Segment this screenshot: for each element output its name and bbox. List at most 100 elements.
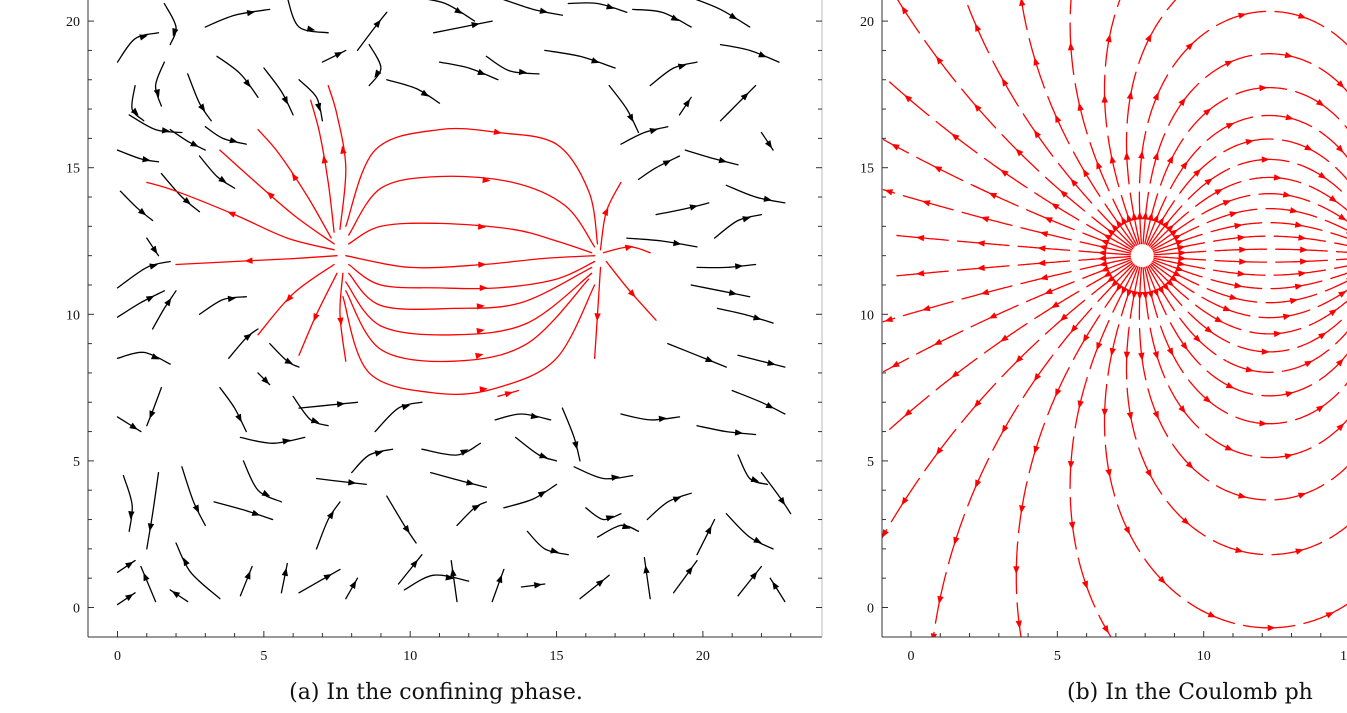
flux-streamline-arrow — [1335, 358, 1344, 367]
flux-streamline — [146, 181, 335, 251]
flux-streamline — [1335, 331, 1347, 345]
flux-streamline-arrow — [1070, 178, 1079, 187]
noise-streamline-arrow — [767, 359, 776, 366]
flux-streamline-arrow — [1111, 224, 1119, 233]
flux-streamline-arrow — [1039, 274, 1049, 281]
flux-streamline-arrow — [901, 5, 909, 15]
flux-streamline-arrow — [337, 317, 344, 326]
flux-streamline-arrow — [1126, 411, 1134, 421]
noise-streamline-arrow — [742, 216, 751, 223]
noise-streamline-arrow — [334, 51, 343, 59]
flux-streamline-arrow — [1051, 203, 1060, 211]
noise-streamline-arrow — [401, 404, 411, 411]
flux-streamline-arrow — [1115, 283, 1124, 292]
flux-streamline-arrow — [1098, 244, 1108, 251]
flux-streamline-arrow — [974, 399, 982, 408]
panel-b-y-tick-label: 15 — [860, 162, 874, 177]
flux-streamline-arrow — [930, 633, 938, 637]
flux-streamline-arrow — [1109, 155, 1116, 164]
noise-streamline — [450, 559, 458, 603]
flux-streamline-arrow — [1229, 211, 1238, 218]
noise-streamline-arrow — [778, 496, 786, 506]
flux-streamline-arrow — [1055, 114, 1062, 124]
noise-streamline — [430, 471, 487, 488]
flux-streamline-arrow — [1172, 234, 1182, 242]
noise-streamline-arrow — [336, 401, 346, 408]
noise-streamline-arrow — [227, 295, 237, 303]
flux-streamline-arrow — [1169, 229, 1178, 237]
flux-streamline-arrow — [1222, 200, 1232, 207]
noise-streamline — [716, 307, 774, 324]
flux-streamline-arrow — [1261, 156, 1270, 163]
flux-streamline-arrow — [1237, 234, 1246, 241]
noise-streamline-arrow — [149, 263, 158, 270]
noise-streamline-arrow — [130, 107, 139, 116]
panel-a-y-tick-label: 5 — [73, 455, 80, 470]
flux-streamline-arrow — [980, 216, 990, 223]
flux-streamline-arrow — [1298, 270, 1307, 277]
flux-streamline-arrow — [1115, 219, 1124, 229]
flux-streamline-arrow — [624, 244, 634, 251]
noise-streamline-arrow — [243, 333, 252, 341]
flux-streamline-arrow — [1147, 212, 1154, 221]
flux-streamline-arrow — [1141, 211, 1149, 220]
noise-streamline — [116, 592, 136, 606]
noise-streamline-arrow — [689, 204, 698, 211]
flux-streamline-arrow — [1106, 275, 1116, 283]
noise-streamline-arrow — [243, 79, 251, 88]
noise-streamline — [187, 73, 212, 122]
flux-streamline-arrow — [1214, 315, 1223, 323]
flux-streamline-arrow — [1082, 334, 1090, 343]
flux-streamline — [1335, 258, 1347, 261]
flux-streamline-arrow — [1157, 216, 1165, 226]
noise-streamline — [298, 568, 341, 594]
noise-streamline — [491, 568, 505, 603]
flux-streamline — [348, 175, 596, 248]
flux-streamline-arrow — [1044, 287, 1053, 295]
noise-streamline — [737, 354, 786, 368]
panel-b-x-tick-label: 10 — [1197, 649, 1211, 664]
noise-streamline-arrow — [139, 34, 148, 41]
flux-streamline — [1295, 391, 1340, 421]
flux-streamline-arrow — [1318, 171, 1327, 179]
noise-streamline — [637, 155, 681, 181]
flux-streamline-arrow — [1147, 290, 1154, 299]
flux-streamline-arrow — [1282, 313, 1292, 320]
panel-a-y-tick-label: 20 — [66, 15, 80, 30]
flux-streamline-arrow — [1067, 460, 1075, 470]
flux-streamline — [1281, 139, 1330, 163]
noise-streamline — [620, 126, 669, 145]
flux-streamline-arrow — [1289, 297, 1299, 305]
noise-streamline — [696, 425, 757, 436]
panel-a-caption: (a) In the confining phase. — [289, 680, 583, 705]
flux-streamline-arrow — [285, 294, 294, 303]
flux-streamline — [1188, 97, 1229, 132]
noise-streamline-arrow — [518, 68, 528, 76]
flux-streamline-arrow — [1237, 270, 1246, 277]
noise-streamline-arrow — [171, 590, 181, 599]
flux-streamline — [1335, 250, 1347, 253]
flux-streamline — [348, 260, 596, 290]
flux-streamline — [1330, 232, 1347, 239]
flux-streamline — [1324, 280, 1347, 292]
flux-streamline-arrow — [1136, 291, 1144, 300]
noise-streamline — [725, 184, 786, 204]
noise-streamline-arrow — [595, 579, 605, 587]
flux-streamline-arrow — [1152, 91, 1159, 101]
flux-streamline-arrow — [1121, 286, 1128, 295]
flux-streamline-arrow — [1019, 505, 1026, 514]
panel-a-x-tick-label: 5 — [260, 649, 267, 664]
noise-streamline-arrow — [402, 525, 410, 534]
flux-streamline-arrow — [1077, 102, 1084, 112]
flux-streamline-arrow — [1285, 113, 1294, 121]
flux-streamline-arrow — [1239, 258, 1248, 265]
flux-streamline-arrow — [953, 536, 960, 546]
noise-streamline-arrow — [765, 402, 774, 409]
flux-streamline-arrow — [1033, 57, 1040, 66]
flux-streamline-arrow — [594, 313, 601, 322]
panel-a-confining: 0 5 10 15 20 0 5 10 15 20 (a) In the con… — [66, 0, 823, 705]
flux-streamline-arrow — [1267, 624, 1276, 632]
panel-b-y-tick-label: 10 — [860, 308, 874, 323]
noise-streamline — [175, 542, 221, 600]
flux-streamline-arrow — [1295, 548, 1304, 555]
